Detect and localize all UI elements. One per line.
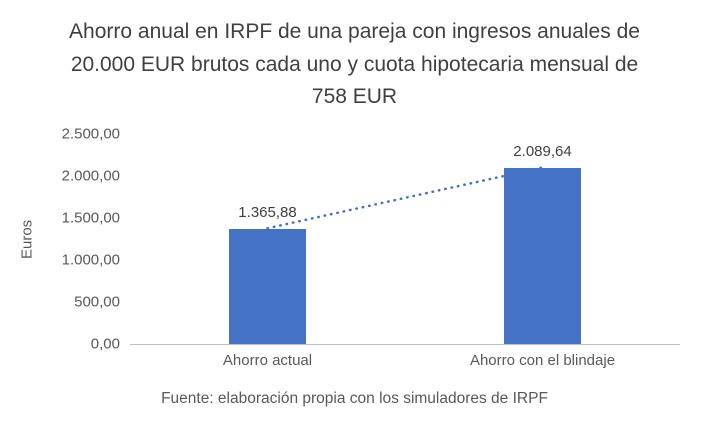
plot-area: 1.365,88 Ahorro actual 2.089,64 Ahorro con … xyxy=(130,134,680,369)
y-axis-label: Euros xyxy=(18,219,36,259)
y-tick-label: 500,00 xyxy=(74,293,120,311)
y-tick-label: 2.500,00 xyxy=(61,125,120,143)
y-tick-label: 1.000,00 xyxy=(61,251,120,269)
chart-title: Ahorro anual en IRPF de una pareja con i… xyxy=(69,20,640,109)
y-axis-ticks: 0,00 500,00 1.000,00 1.500,00 2.000,00 2.500,… xyxy=(40,126,120,353)
y-tick-label: 1.500,00 xyxy=(61,209,120,227)
chart-caption: Fuente: elaboración propia con los simul… xyxy=(161,390,548,407)
bar-value-label: 2.089,64 xyxy=(513,143,572,161)
x-category-label: Ahorro con el blindaje xyxy=(469,352,616,369)
bar xyxy=(229,229,306,344)
y-tick-label: 2.000,00 xyxy=(61,167,120,185)
trendline xyxy=(266,166,544,230)
bar-value-label: 1.365,88 xyxy=(238,204,297,222)
bar xyxy=(504,168,581,344)
x-category-label: Ahorro actual xyxy=(222,352,313,369)
y-tick-label: 0,00 xyxy=(90,335,120,353)
